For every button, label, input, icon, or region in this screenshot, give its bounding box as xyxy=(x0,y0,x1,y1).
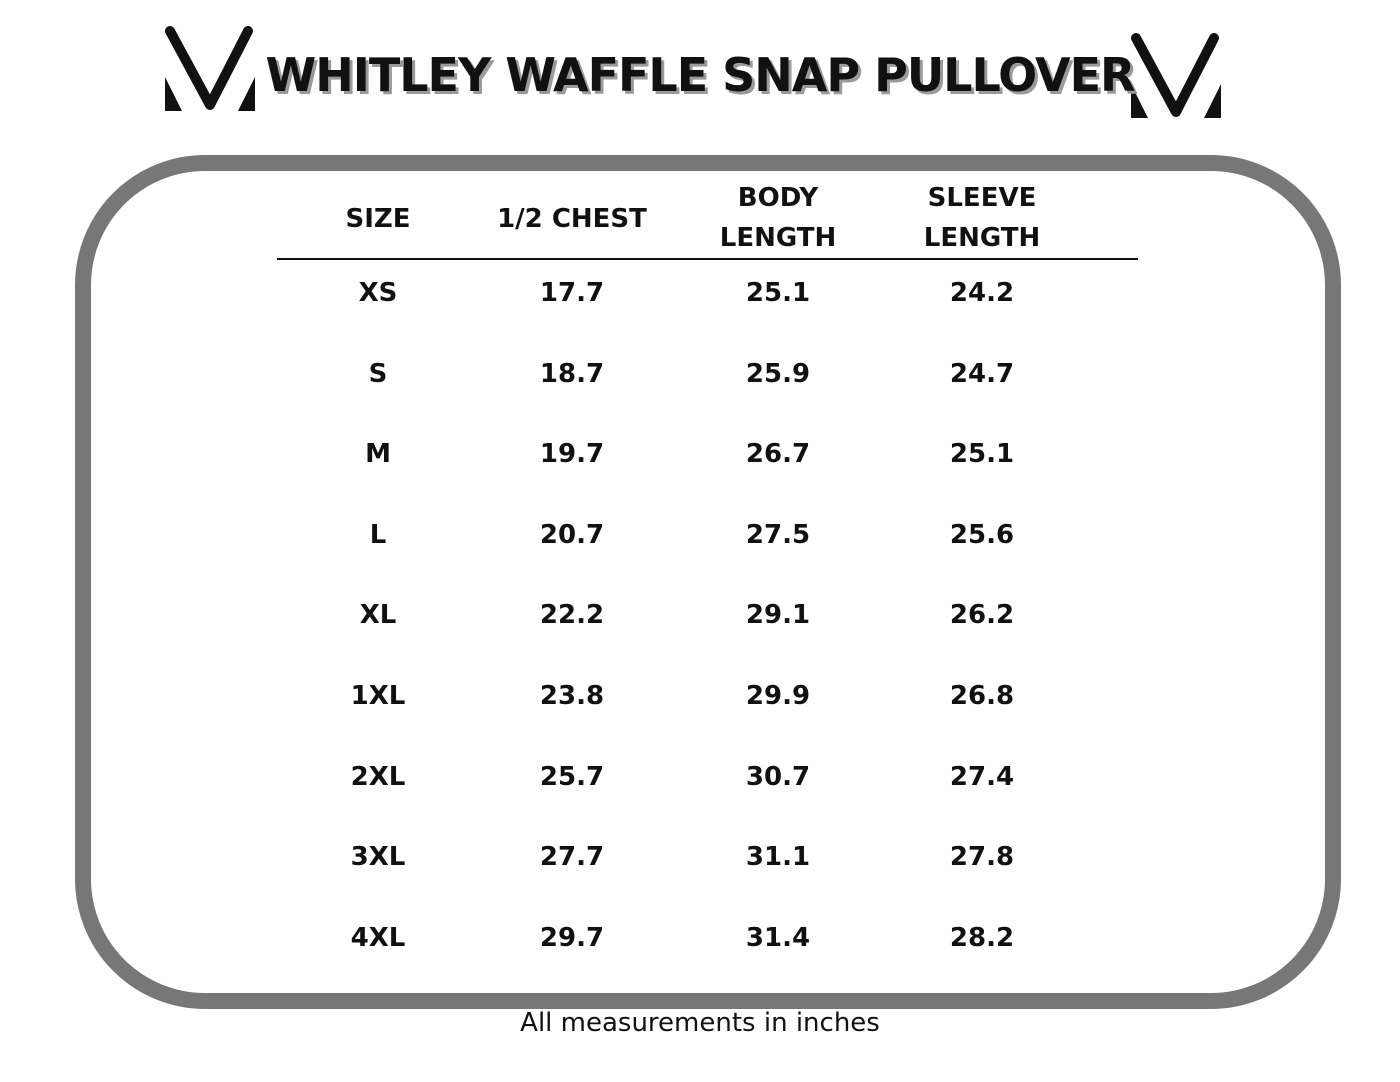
size-label: L xyxy=(369,519,387,550)
measurement: 29.1 xyxy=(745,600,811,631)
size-label: 3XL xyxy=(350,842,406,873)
logo-right xyxy=(1131,33,1221,118)
measurement: 19.7 xyxy=(539,439,605,470)
measurement: 25.1 xyxy=(949,439,1015,470)
size-label: XL xyxy=(359,600,397,631)
measurement: 26.7 xyxy=(745,439,811,470)
measurement: 30.7 xyxy=(745,761,811,792)
measurement: 24.2 xyxy=(949,278,1015,308)
measurement: 27.5 xyxy=(745,519,811,550)
measurement: 23.8 xyxy=(539,681,605,711)
size-label: XS xyxy=(358,278,398,308)
measurement: 28.2 xyxy=(949,922,1015,953)
table-frame xyxy=(75,155,1341,1009)
column-header: BODY LENGTH xyxy=(719,183,837,253)
measurement: 27.8 xyxy=(949,842,1015,873)
measurement: 24.7 xyxy=(949,358,1015,389)
measurement: 20.7 xyxy=(539,519,605,550)
measurement: 25.1 xyxy=(745,278,811,308)
size-label: 4XL xyxy=(350,922,406,953)
column-header: SLEEVE LENGTH xyxy=(923,183,1041,253)
footnote: All measurements in inches xyxy=(520,1008,880,1038)
measurement: 25.7 xyxy=(539,761,605,792)
measurement: 29.9 xyxy=(745,681,811,711)
measurement: 25.6 xyxy=(949,519,1015,550)
size-label: 1XL xyxy=(350,681,406,711)
measurement: 22.2 xyxy=(539,600,605,631)
size-label: M xyxy=(365,439,391,470)
measurement: 31.4 xyxy=(745,922,811,953)
header-rule xyxy=(277,258,1138,260)
measurement: 26.2 xyxy=(949,600,1015,631)
measurement: 26.8 xyxy=(949,681,1015,711)
size-label: S xyxy=(368,358,388,389)
column-header: 1/2 CHEST xyxy=(497,204,647,234)
measurement: 29.7 xyxy=(539,922,605,953)
measurement: 27.4 xyxy=(949,761,1015,792)
title: WHITLEY WAFFLE SNAP PULLOVER xyxy=(265,48,1136,102)
logo-left xyxy=(165,26,255,111)
measurement: 18.7 xyxy=(539,358,605,389)
measurement: 25.9 xyxy=(745,358,811,389)
column-header: SIZE xyxy=(345,204,411,234)
measurement: 31.1 xyxy=(745,842,811,873)
measurement: 17.7 xyxy=(539,278,605,308)
measurement: 27.7 xyxy=(539,842,605,873)
size-label: 2XL xyxy=(350,761,406,792)
